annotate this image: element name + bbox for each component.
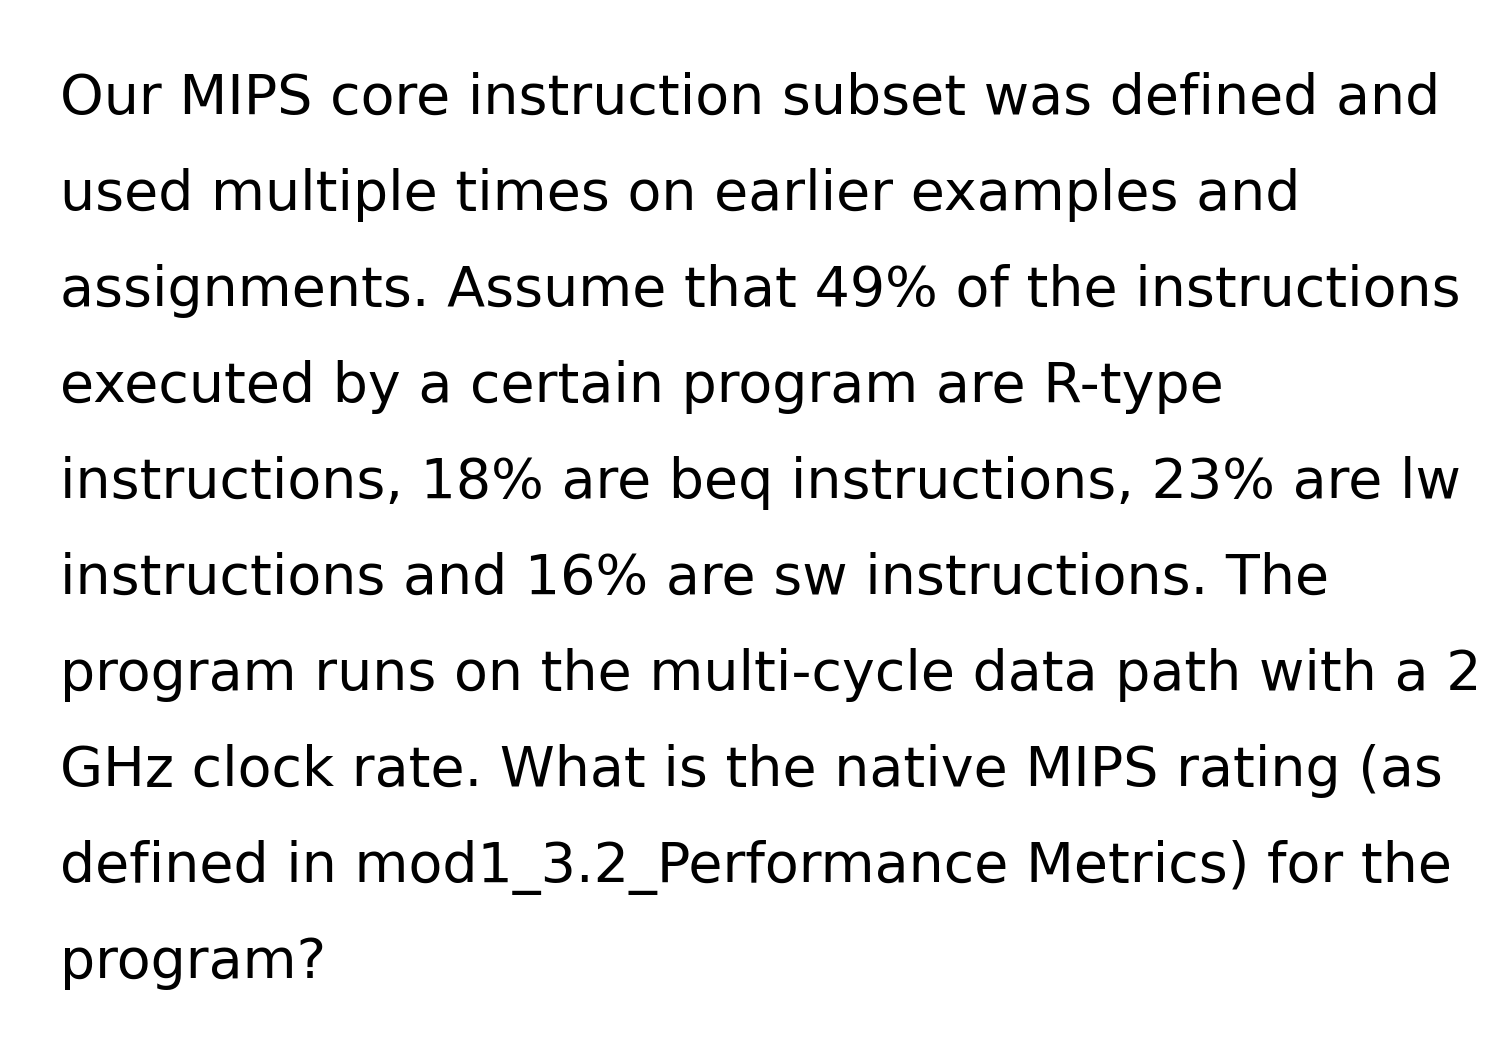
Text: instructions and 16% are sw instructions. The: instructions and 16% are sw instructions… bbox=[60, 552, 1329, 606]
Text: program runs on the multi-cycle data path with a 2: program runs on the multi-cycle data pat… bbox=[60, 648, 1482, 702]
Text: defined in mod1_3.2_Performance Metrics) for the: defined in mod1_3.2_Performance Metrics)… bbox=[60, 840, 1452, 895]
Text: instructions, 18% are beq instructions, 23% are lw: instructions, 18% are beq instructions, … bbox=[60, 456, 1461, 510]
Text: Our MIPS core instruction subset was defined and: Our MIPS core instruction subset was def… bbox=[60, 72, 1440, 126]
Text: GHz clock rate. What is the native MIPS rating (as: GHz clock rate. What is the native MIPS … bbox=[60, 744, 1443, 798]
Text: assignments. Assume that 49% of the instructions: assignments. Assume that 49% of the inst… bbox=[60, 264, 1461, 318]
Text: program?: program? bbox=[60, 936, 326, 990]
Text: executed by a certain program are R-type: executed by a certain program are R-type bbox=[60, 360, 1224, 414]
Text: used multiple times on earlier examples and: used multiple times on earlier examples … bbox=[60, 168, 1300, 222]
